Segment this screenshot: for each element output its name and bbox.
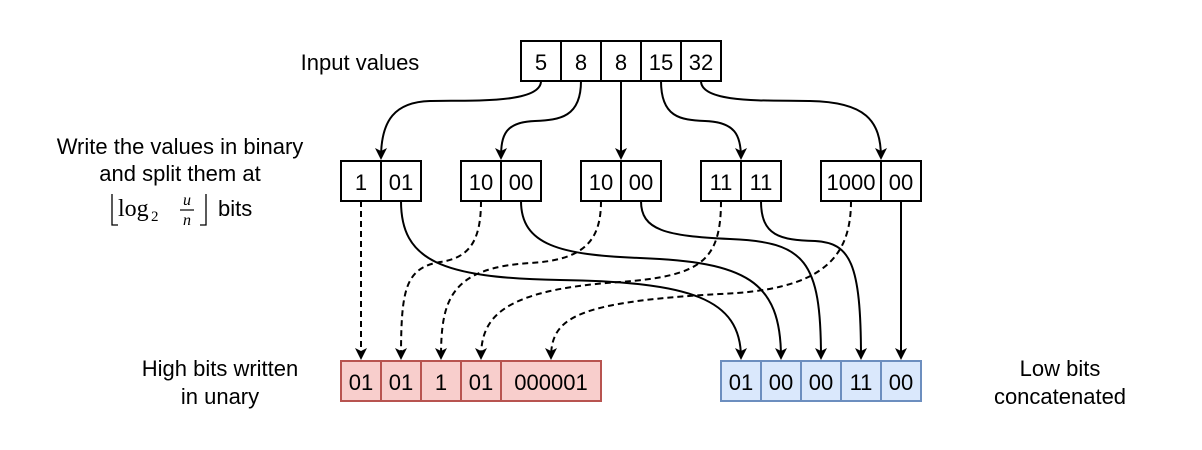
input-value: 15 xyxy=(649,50,673,75)
high-bits-cell xyxy=(340,360,382,402)
arrow-input-to-split xyxy=(495,80,582,160)
low-bits-value: 00 xyxy=(809,370,833,395)
arrow-low-to-concat xyxy=(640,200,827,360)
input-to-split-arrows xyxy=(375,80,887,160)
arrow-low-to-concat xyxy=(520,200,787,360)
high-bits-value: 01 xyxy=(349,370,373,395)
floor-log-formula: log 2 u n xyxy=(111,192,207,229)
low-bits-cell xyxy=(880,360,922,402)
high-bits-value: 000001 xyxy=(514,370,587,395)
split-low-value: 00 xyxy=(889,170,913,195)
input-values-row: 5 8 8 15 32 xyxy=(520,40,722,82)
low-bits-value: 01 xyxy=(729,370,753,395)
low-bits-label-line1: Low bits xyxy=(1020,356,1101,381)
low-bits-label-line2: concatenated xyxy=(994,384,1126,409)
high-bits-label-line2: in unary xyxy=(181,384,259,409)
low-bits-row: 01 00 00 11 00 xyxy=(720,360,922,402)
high-bits-cell xyxy=(500,360,602,402)
split-label-line1: Write the values in binary xyxy=(57,134,304,159)
split-label-bits: bits xyxy=(218,196,252,221)
high-bits-value: 1 xyxy=(435,370,447,395)
high-bits-row: 01 01 1 01 000001 xyxy=(340,360,602,402)
input-value: 5 xyxy=(535,50,547,75)
split-high-value: 1000 xyxy=(827,170,876,195)
split-label-line2: and split them at xyxy=(99,161,260,186)
split-low-value: 00 xyxy=(629,170,653,195)
arrow-high-to-unary xyxy=(435,200,602,360)
high-bits-cell xyxy=(460,360,502,402)
arrow-high-to-unary xyxy=(545,200,852,360)
split-values-row: 1 01 10 00 10 00 11 11 1000 00 xyxy=(340,160,922,202)
high-bits-value: 01 xyxy=(469,370,493,395)
low-bits-value: 00 xyxy=(769,370,793,395)
low-bits-arrows xyxy=(400,200,907,360)
input-value: 32 xyxy=(689,50,713,75)
high-bits-cell xyxy=(420,360,462,402)
formula-log: log xyxy=(118,196,149,222)
high-bits-value: 01 xyxy=(389,370,413,395)
split-high-value: 11 xyxy=(710,170,733,195)
high-bits-arrows xyxy=(355,200,852,360)
formula-base: 2 xyxy=(151,209,159,225)
input-cell xyxy=(560,40,602,82)
split-high-cell xyxy=(820,160,882,202)
input-values-label: Input values xyxy=(301,50,420,75)
split-low-cell xyxy=(380,160,422,202)
low-bits-value: 00 xyxy=(889,370,913,395)
high-bits-cell xyxy=(380,360,422,402)
formula-numerator: u xyxy=(183,192,191,209)
split-low-cell xyxy=(500,160,542,202)
split-low-value: 00 xyxy=(509,170,533,195)
split-low-cell xyxy=(740,160,782,202)
arrow-input-to-split xyxy=(700,80,887,160)
low-bits-cell xyxy=(800,360,842,402)
input-cell xyxy=(680,40,722,82)
input-value: 8 xyxy=(575,50,587,75)
high-bits-label-line1: High bits written xyxy=(142,356,299,381)
formula-denominator: n xyxy=(183,212,191,229)
low-bits-value: 11 xyxy=(850,370,873,395)
split-low-cell xyxy=(620,160,662,202)
arrow-low-to-concat xyxy=(760,200,867,360)
input-value: 8 xyxy=(615,50,627,75)
arrow-input-to-split xyxy=(375,80,542,160)
split-high-value: 10 xyxy=(469,170,493,195)
arrow-low-to-concat xyxy=(400,200,747,360)
split-low-value: 11 xyxy=(750,170,773,195)
split-low-cell xyxy=(880,160,922,202)
arrow-high-to-unary xyxy=(395,200,482,360)
low-bits-cell xyxy=(720,360,762,402)
split-high-value: 1 xyxy=(355,170,367,195)
split-low-value: 01 xyxy=(389,170,413,195)
split-high-value: 10 xyxy=(589,170,613,195)
arrow-high-to-unary xyxy=(475,200,722,360)
arrow-input-to-split xyxy=(660,80,747,160)
